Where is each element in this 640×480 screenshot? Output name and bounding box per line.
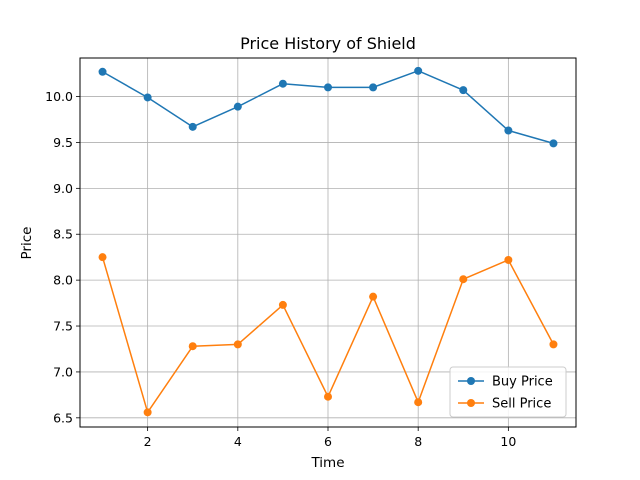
- series-1-point: [459, 86, 468, 95]
- series-1-point: [414, 66, 423, 75]
- y-axis-label: Price: [19, 227, 35, 260]
- series-1-point: [188, 122, 197, 131]
- series-2-point: [324, 392, 332, 401]
- legend-box: [449, 366, 567, 418]
- legend: Buy Price Sell Price: [449, 366, 567, 418]
- series-1-point: [278, 79, 287, 88]
- series-2-point: [549, 340, 558, 349]
- chart-title: Price History of Shield: [240, 34, 416, 53]
- y-tick-label: 8.5: [53, 227, 73, 242]
- y-tick-label: 7.5: [53, 319, 73, 334]
- series-1-point: [143, 93, 152, 102]
- x-tick-label: 4: [234, 434, 242, 449]
- y-tick-label: 8.0: [53, 273, 73, 288]
- series-2-point: [459, 275, 468, 284]
- series-1-point: [233, 102, 242, 111]
- series-layer: [98, 66, 558, 417]
- series-1-point: [504, 126, 513, 135]
- plot-area: [79, 57, 577, 428]
- series-2-point: [143, 408, 152, 417]
- series-2-point: [414, 398, 423, 407]
- series-2-point: [278, 300, 287, 309]
- y-tick-label: 9.5: [53, 135, 73, 150]
- series-2-point: [369, 292, 378, 301]
- series-2-point: [98, 253, 107, 262]
- legend-marker: [467, 399, 475, 407]
- x-axis-label: Time: [310, 455, 344, 471]
- legend-marker: [467, 377, 475, 385]
- x-tick-label: 6: [324, 434, 332, 449]
- x-tick-label: 2: [144, 434, 152, 449]
- series-1-point: [324, 83, 332, 92]
- series-2-point: [233, 340, 242, 349]
- x-tick-label: 8: [414, 434, 422, 449]
- y-tick-label: 7.0: [53, 364, 73, 379]
- series-2-point: [504, 255, 513, 264]
- y-tick-label: 6.5: [53, 410, 73, 425]
- y-tick-label: 10.0: [45, 89, 73, 104]
- y-tick-label: 9.0: [53, 181, 73, 196]
- grid-lines: [80, 58, 576, 427]
- series-2-point: [188, 342, 197, 351]
- series-1-point: [98, 67, 107, 76]
- y-axis: 6.5 7.0 7.5 8.0 8.5 9.0 9.5 10.0: [45, 89, 80, 425]
- series-1-point: [369, 83, 378, 92]
- x-axis: 2 4 6 8 10: [144, 427, 516, 449]
- legend-label: Sell Price: [492, 397, 551, 412]
- legend-label: Buy Price: [492, 375, 553, 390]
- series-1-point: [549, 139, 558, 148]
- x-tick-label: 10: [500, 434, 516, 449]
